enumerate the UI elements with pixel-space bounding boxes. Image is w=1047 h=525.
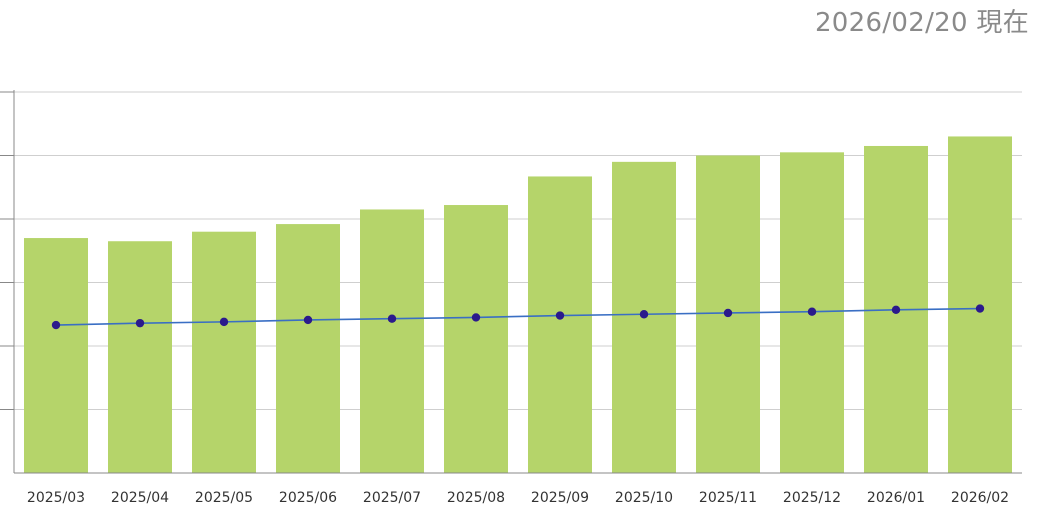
- x-tick-label: 2025/04: [111, 490, 169, 506]
- x-tick-label: 2025/06: [279, 490, 337, 506]
- bar-2025-08: [444, 205, 508, 473]
- as-of-date: 2026/02/20 現在: [814, 8, 1029, 38]
- gridlines: [0, 91, 1022, 410]
- line-point-2025-05: [219, 317, 229, 327]
- bar-2025-07: [360, 209, 424, 473]
- x-tick-label: 2025/05: [195, 490, 253, 506]
- x-tick-label: 2025/07: [363, 490, 421, 506]
- x-tick-label: 2025/10: [615, 490, 673, 506]
- bar-2025-04: [108, 241, 172, 473]
- bar-2025-03: [24, 238, 88, 473]
- line-point-2025-07: [387, 314, 397, 323]
- series-line: [55, 307, 981, 326]
- line-point-2025-11: [723, 308, 733, 318]
- x-tick-label: 2025/12: [783, 490, 841, 506]
- x-tick-labels: 2025/03 2025/04 2025/05 2025/06 2025/07 2025/…: [27, 490, 1009, 506]
- axes: [13, 90, 1022, 474]
- bar-2025-09: [528, 176, 592, 473]
- line-point-2026-02: [975, 304, 985, 313]
- x-tick-label: 2026/02: [951, 490, 1009, 506]
- line-point-2025-08: [471, 313, 481, 322]
- line-point-2025-04: [135, 318, 145, 328]
- line-point-2025-03: [51, 320, 61, 330]
- line-series: [55, 307, 981, 326]
- x-tick-label: 2025/08: [447, 490, 505, 506]
- bar-2025-06: [276, 224, 340, 473]
- line-point-2026-01: [891, 305, 901, 315]
- x-tick-label: 2025/03: [27, 490, 85, 506]
- bar-2025-05: [192, 231, 256, 473]
- x-tick-label: 2025/11: [699, 490, 757, 506]
- x-tick-label: 2026/01: [867, 490, 925, 506]
- line-point-2025-06: [303, 315, 313, 325]
- x-tick-label: 2025/09: [531, 490, 589, 506]
- bar-series: [24, 136, 1012, 473]
- line-point-2025-12: [807, 307, 817, 316]
- line-markers: [51, 304, 985, 330]
- line-point-2025-09: [555, 311, 565, 320]
- line-point-2025-10: [639, 310, 649, 319]
